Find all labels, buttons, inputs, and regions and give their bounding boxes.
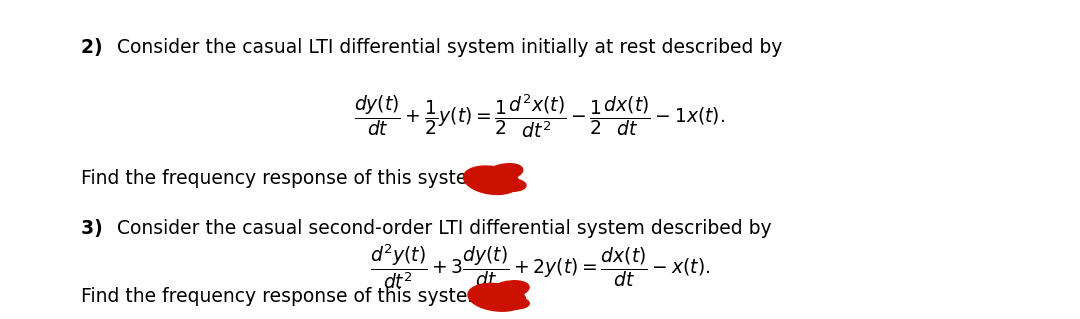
Text: $\dfrac{d^2y(t)}{dt^2} + 3\dfrac{dy(t)}{dt} + 2y(t) = \dfrac{dx(t)}{dt} - x(t).$: $\dfrac{d^2y(t)}{dt^2} + 3\dfrac{dy(t)}{… — [369, 242, 711, 291]
Text: 2): 2) — [81, 38, 109, 57]
Text: Consider the casual LTI differential system initially at rest described by: Consider the casual LTI differential sys… — [117, 38, 782, 57]
Ellipse shape — [475, 289, 501, 300]
Text: $\dfrac{dy(t)}{dt} + \dfrac{1}{2}y(t) = \dfrac{1}{2}\dfrac{d^2x(t)}{dt^2} - \dfr: $\dfrac{dy(t)}{dt} + \dfrac{1}{2}y(t) = … — [354, 93, 726, 140]
Ellipse shape — [468, 283, 526, 311]
Ellipse shape — [463, 166, 519, 195]
Ellipse shape — [470, 172, 496, 182]
Text: Find the frequency response of this system.: Find the frequency response of this syst… — [81, 287, 491, 306]
Ellipse shape — [499, 297, 529, 309]
Text: Consider the casual second-order LTI differential system described by: Consider the casual second-order LTI dif… — [117, 219, 771, 238]
Text: 3): 3) — [81, 219, 109, 238]
Ellipse shape — [490, 281, 529, 298]
Ellipse shape — [486, 164, 523, 181]
Ellipse shape — [496, 179, 526, 191]
Text: Find the frequency response of this system: Find the frequency response of this syst… — [81, 169, 486, 188]
